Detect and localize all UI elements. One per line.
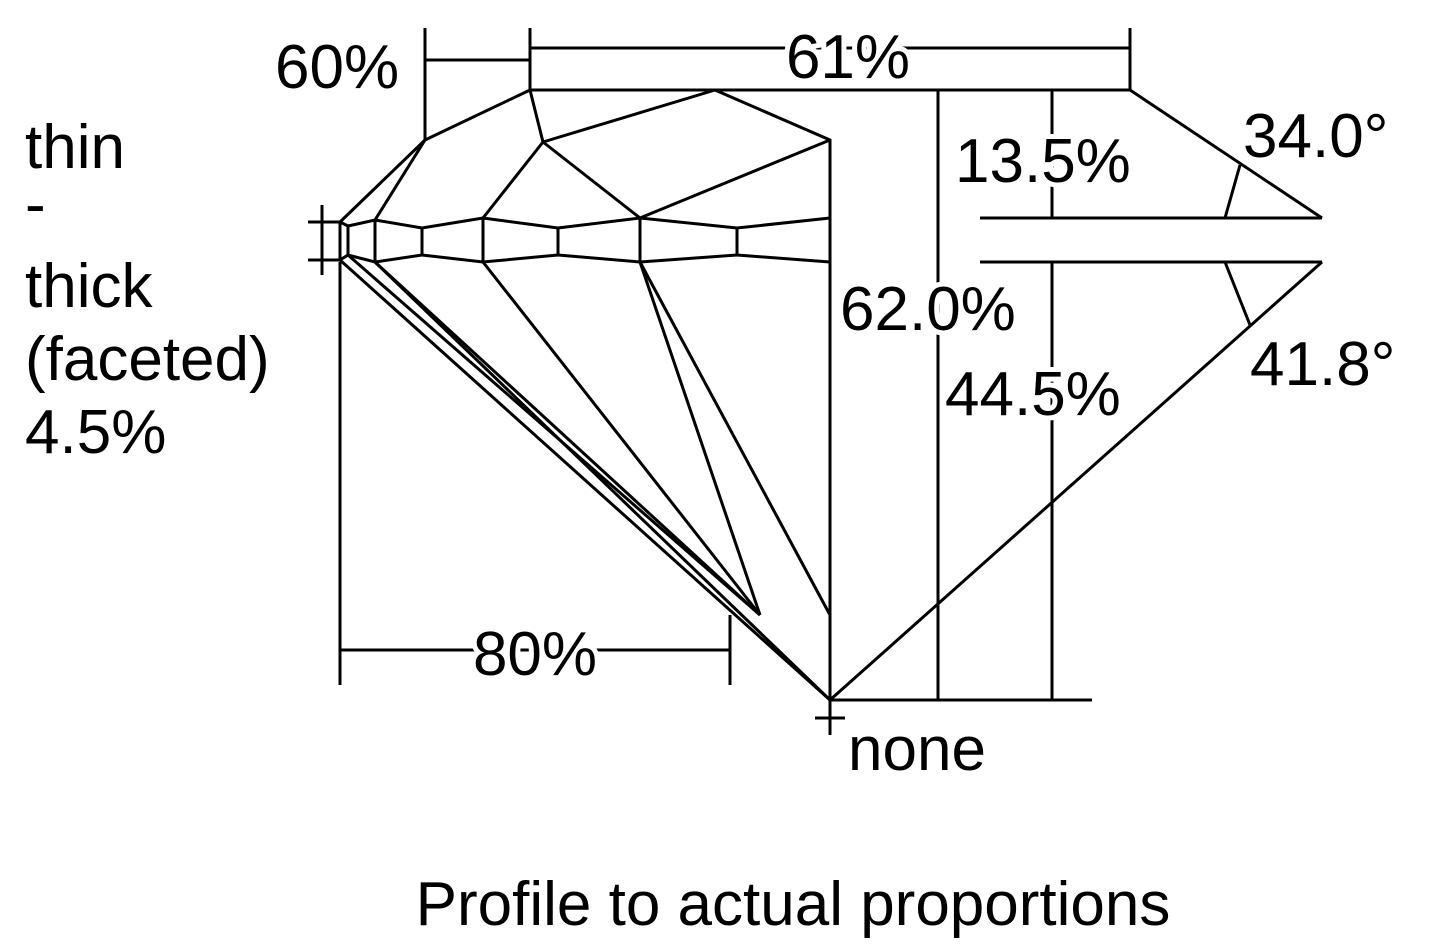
girdle-label: thick: [25, 252, 153, 321]
dimension-lines: [338, 28, 1132, 700]
girdle-label: thin: [25, 113, 125, 182]
crown-height-label: 13.5%: [955, 127, 1131, 196]
lower-half-label: 80%: [473, 620, 597, 689]
girdle-label: (faceted): [25, 325, 270, 394]
pavilion-depth-label: 44.5%: [945, 360, 1121, 429]
crown-angle-label: 34.0°: [1243, 102, 1388, 171]
total-depth-label: 62.0%: [840, 275, 1016, 344]
diamond-outline: [308, 88, 1323, 735]
pavilion-angle-label: 41.8°: [1250, 330, 1395, 399]
star-length-label: 60%: [275, 33, 399, 102]
labels: 60% 61% 13.5% 34.0° thin - thick (facete…: [20, 18, 1400, 944]
caption: Profile to actual proportions: [416, 870, 1171, 939]
girdle-label: -: [25, 170, 46, 239]
culet-label: none: [848, 715, 986, 784]
girdle-label: 4.5%: [25, 398, 166, 467]
table-label: 61%: [786, 23, 910, 92]
